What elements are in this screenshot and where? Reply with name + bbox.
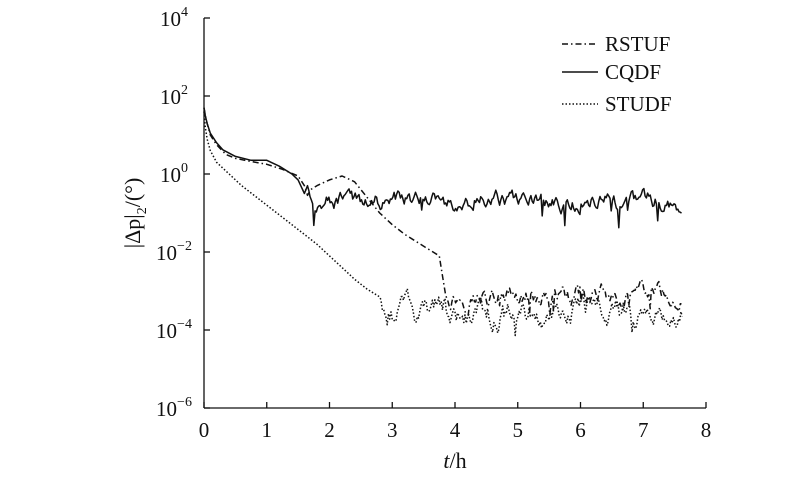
legend-label-cqdf: CQDF (605, 60, 661, 84)
y-tick-label: 10−6 (156, 395, 192, 421)
y-tick-label-base: 10 (156, 397, 177, 421)
x-axis-label-rest: /h (450, 448, 467, 473)
x-tick-label: 1 (262, 418, 273, 442)
y-tick-label-base: 10 (160, 163, 181, 187)
x-tick-label: 7 (638, 418, 649, 442)
y-tick-label-base: 10 (156, 319, 177, 343)
y-axis-label: |Δp|2/(°) (120, 178, 150, 249)
y-tick-label: 10−4 (156, 317, 192, 343)
y-axis-label-sub: 2 (135, 207, 150, 214)
series-layer (203, 107, 683, 337)
legend: RSTUF CQDF STUDF (562, 32, 672, 116)
x-tick-label: 6 (575, 418, 586, 442)
y-tick-label-exponent: −2 (177, 239, 192, 254)
x-axis-label: t/h (443, 448, 466, 473)
y-tick-label-base: 10 (160, 85, 181, 109)
y-tick-label-base: 10 (160, 7, 181, 31)
y-tick-label: 100 (160, 161, 188, 187)
y-tick-label-exponent: 2 (181, 83, 188, 98)
y-tick-label-base: 10 (156, 241, 177, 265)
y-axis-label-main: |Δp| (120, 214, 145, 248)
x-tick-label: 2 (324, 418, 335, 442)
axis-ticks (203, 17, 707, 409)
x-tick-label: 4 (450, 418, 461, 442)
series-line-rstuf (203, 107, 682, 316)
x-axis-label-italic: t (443, 448, 450, 473)
y-tick-label-exponent: 4 (181, 5, 188, 20)
x-tick-label: 8 (701, 418, 712, 442)
legend-label-studf: STUDF (605, 92, 672, 116)
x-tick-label: 0 (199, 418, 210, 442)
y-axis-label-unit: /(°) (120, 178, 145, 208)
x-tick-label: 5 (513, 418, 524, 442)
legend-label-rstuf: RSTUF (605, 32, 670, 56)
y-tick-label-exponent: −6 (177, 395, 192, 410)
y-tick-label-exponent: 0 (181, 161, 188, 176)
x-tick-labels: 0 1 2 3 4 5 6 7 8 (199, 418, 712, 442)
x-tick-label: 3 (387, 418, 398, 442)
y-tick-label-exponent: −4 (177, 317, 192, 332)
y-tick-label: 102 (160, 83, 188, 109)
y-tick-label: 104 (160, 5, 188, 31)
series-line-cqdf (203, 107, 682, 229)
series-line-studf (203, 111, 683, 337)
y-tick-label: 10−2 (156, 239, 192, 265)
